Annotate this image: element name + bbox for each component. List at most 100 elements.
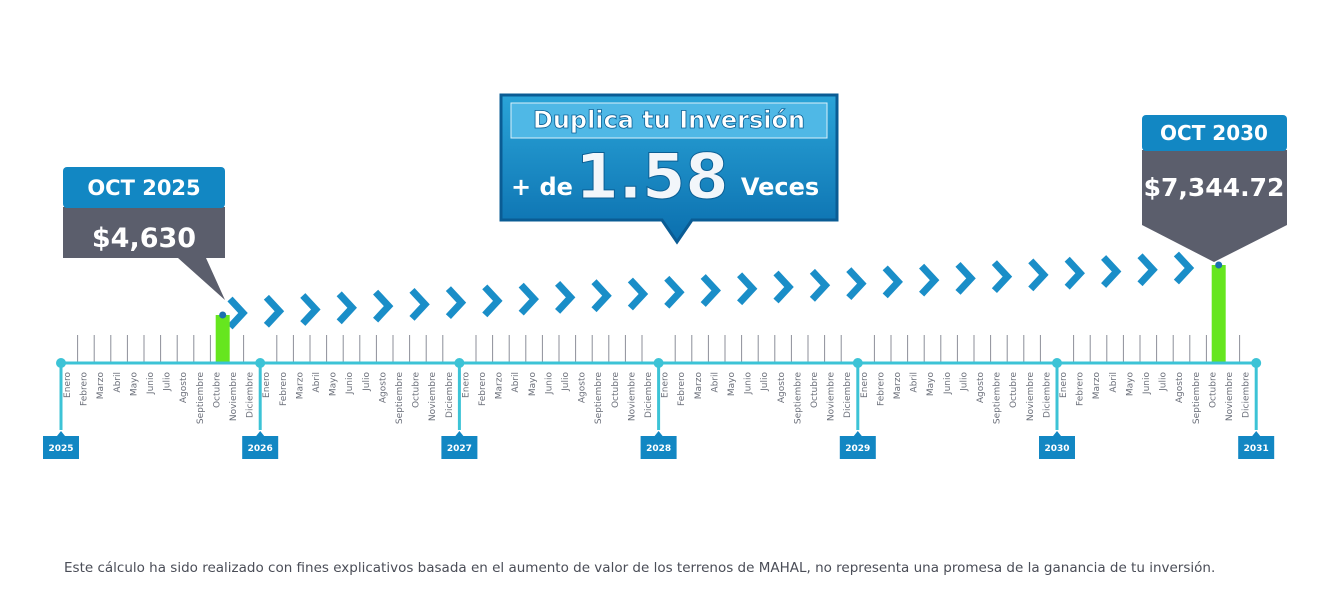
year-node <box>255 358 266 368</box>
month-label: Septiembre <box>793 372 803 425</box>
month-label: Abril <box>710 372 720 393</box>
month-label: Agosto <box>179 372 189 404</box>
month-label: Marzo <box>1092 372 1102 400</box>
month-label: Octubre <box>212 372 222 408</box>
highlight-bar <box>215 315 230 363</box>
end-date: OCT 2030 <box>1160 121 1268 145</box>
month-label: Octubre <box>810 372 820 408</box>
highlight-dot <box>219 311 227 319</box>
year-label: 2029 <box>845 444 870 454</box>
month-label: Mayo <box>329 372 339 397</box>
month-label: Noviembre <box>428 372 438 422</box>
month-label: Agosto <box>976 372 986 404</box>
chevron <box>227 296 248 330</box>
headline-multiplier: 1.58 <box>576 140 729 213</box>
month-label: Junio <box>1142 372 1152 396</box>
year-node <box>56 358 66 368</box>
month-label: Julio <box>959 372 969 392</box>
year-node <box>1052 358 1062 368</box>
year-label: 2031 <box>1244 444 1269 454</box>
chevron <box>336 291 357 325</box>
headline-banner <box>510 102 828 139</box>
year-badge <box>1238 431 1275 459</box>
chevron <box>1064 256 1085 290</box>
month-label: Marzo <box>495 372 505 400</box>
year-node <box>454 358 465 368</box>
chevron <box>664 275 685 309</box>
month-label: Marzo <box>893 372 903 400</box>
year-badge <box>640 431 677 459</box>
month-label: Diciembre <box>1242 372 1252 418</box>
headline-title: Duplica tu Inversión <box>533 106 805 134</box>
month-label: Septiembre <box>993 372 1003 425</box>
month-label: Septiembre <box>1192 372 1202 425</box>
month-label: Enero <box>461 372 471 398</box>
month-label: Noviembre <box>827 372 837 422</box>
chevron <box>445 286 467 319</box>
chevron <box>627 277 649 311</box>
highlight-dot <box>1215 261 1223 269</box>
year-badge <box>839 431 876 459</box>
month-label: Febrero <box>876 372 886 406</box>
month-label: Diciembre <box>843 372 853 418</box>
month-label: Enero <box>661 372 671 398</box>
month-label: Julio <box>561 372 571 392</box>
start-amount: $4,630 <box>92 223 196 254</box>
month-label: Septiembre <box>196 372 206 425</box>
month-label: Septiembre <box>594 372 604 425</box>
month-label: Mayo <box>1125 372 1135 397</box>
headline-prefix: + de <box>511 173 573 201</box>
month-label: Mayo <box>528 372 538 397</box>
month-label: Diciembre <box>644 372 654 418</box>
chevron <box>882 265 903 299</box>
month-label: Junio <box>544 372 554 396</box>
year-badge <box>1039 431 1075 459</box>
chevron <box>300 293 321 326</box>
month-label: Agosto <box>1175 372 1185 404</box>
timeline: 2025 Enero Febrero Marzo Abril Mayo Junio Julio… <box>43 261 1275 459</box>
month-label: Marzo <box>694 372 704 400</box>
chevron <box>919 263 940 297</box>
chevron <box>518 282 539 316</box>
chevron <box>1137 253 1158 287</box>
month-label: Febrero <box>677 372 687 406</box>
year-label: 2030 <box>1044 444 1069 454</box>
month-label: Mayo <box>129 372 139 397</box>
month-label: Abril <box>113 372 123 393</box>
month-label: Julio <box>163 372 173 392</box>
chevron <box>555 281 576 314</box>
month-label: Agosto <box>777 372 787 404</box>
month-label: Febrero <box>279 372 289 406</box>
month-label: Agosto <box>378 372 388 404</box>
year-label: 2025 <box>48 444 73 454</box>
chevron <box>809 268 831 302</box>
year-badge <box>43 431 79 459</box>
month-label: Febrero <box>80 372 90 406</box>
month-label: Diciembre <box>445 372 455 418</box>
chevrons <box>227 251 1195 330</box>
start-callout <box>63 207 225 300</box>
year-node <box>852 358 863 368</box>
year-label: 2027 <box>447 444 472 454</box>
month-label: Mayo <box>926 372 936 397</box>
month-label: Diciembre <box>1042 372 1052 418</box>
year-badge <box>441 431 478 459</box>
month-label: Agosto <box>578 372 588 404</box>
chevron <box>700 274 721 307</box>
month-label: Septiembre <box>395 372 405 425</box>
chevron <box>1028 258 1049 292</box>
year-label: 2028 <box>646 444 671 454</box>
month-label: Octubre <box>611 372 621 408</box>
end-amount: $7,344.72 <box>1144 173 1285 202</box>
month-label: Abril <box>511 372 521 393</box>
year-node <box>653 358 664 368</box>
month-label: Enero <box>1059 372 1069 398</box>
month-label: Junio <box>345 372 355 396</box>
chevron <box>591 279 612 313</box>
chevron <box>773 270 794 304</box>
month-label: Octubre <box>1009 372 1019 408</box>
month-label: Noviembre <box>627 372 637 422</box>
year-label: 2026 <box>248 444 273 454</box>
start-date: OCT 2025 <box>87 176 200 200</box>
